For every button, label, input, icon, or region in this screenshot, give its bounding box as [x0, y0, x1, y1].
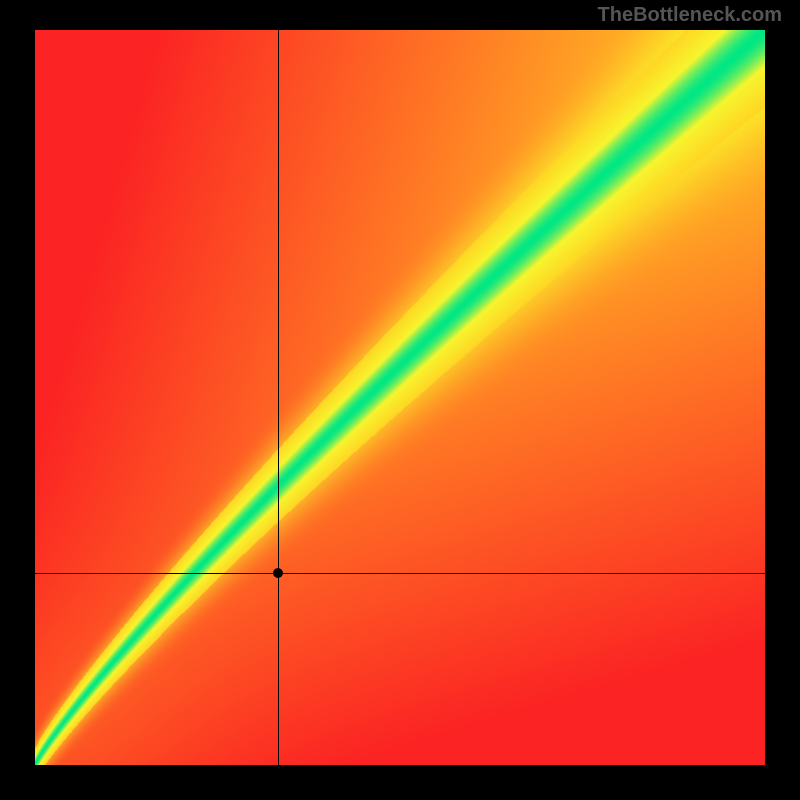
- crosshair-horizontal: [35, 573, 765, 574]
- watermark-text: TheBottleneck.com: [598, 4, 782, 27]
- heatmap-plot: [35, 30, 765, 765]
- crosshair-marker: [273, 568, 283, 578]
- crosshair-vertical: [278, 30, 279, 765]
- heatmap-canvas: [35, 30, 765, 765]
